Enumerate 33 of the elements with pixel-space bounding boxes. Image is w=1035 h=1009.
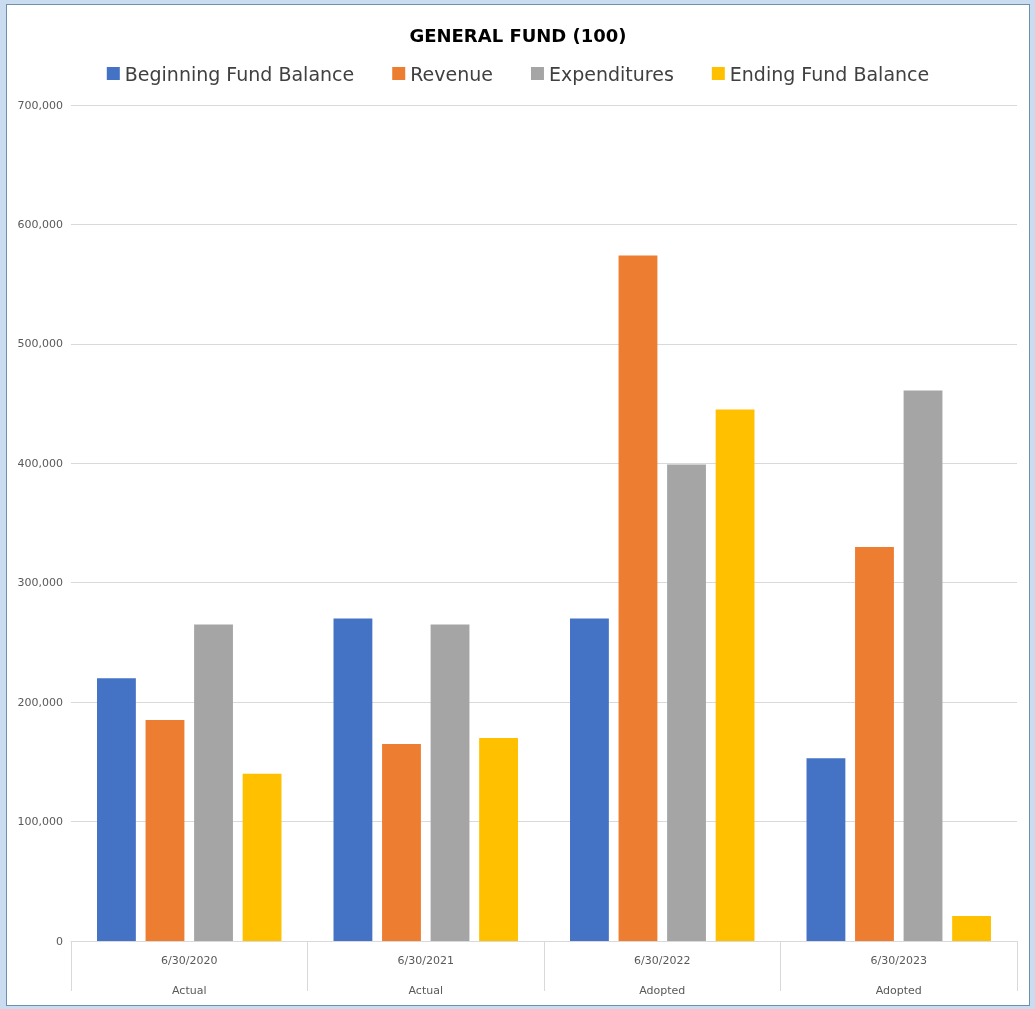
bar [715, 409, 755, 941]
y-tick-label: 400,000 [17, 456, 63, 470]
bar [382, 743, 421, 941]
legend-label: Expenditures [548, 62, 674, 85]
bar [903, 390, 943, 941]
y-tick-label: 200,000 [17, 695, 63, 709]
bar [479, 737, 518, 941]
category-label: 6/30/2021 Actual [397, 953, 454, 997]
bar [952, 915, 991, 941]
bar [194, 624, 233, 941]
category-label: 6/30/2022 Adopted [634, 953, 691, 997]
legend-label: Ending Fund Balance [729, 62, 930, 85]
bar [855, 546, 894, 941]
y-tick-label: 500,000 [17, 337, 63, 351]
category-label: 6/30/2020 Actual [161, 953, 218, 997]
bar [145, 720, 185, 941]
bar [333, 618, 373, 941]
bar [667, 464, 706, 941]
y-tick-label: 100,000 [17, 815, 63, 829]
chart-title: GENERAL FUND (100) [409, 24, 627, 46]
legend-label: Revenue [410, 62, 493, 85]
legend-label: Beginning Fund Balance [124, 62, 355, 85]
bar [618, 255, 658, 941]
y-tick-label: 300,000 [17, 576, 63, 590]
category-label: 6/30/2023 Adopted [870, 953, 927, 997]
bar [97, 678, 136, 941]
y-tick-label: 0 [56, 934, 63, 948]
bar [430, 624, 470, 941]
bar [570, 618, 609, 941]
bar [242, 773, 282, 941]
bar [806, 758, 846, 941]
y-tick-label: 700,000 [17, 98, 63, 112]
y-tick-label: 600,000 [17, 217, 63, 231]
